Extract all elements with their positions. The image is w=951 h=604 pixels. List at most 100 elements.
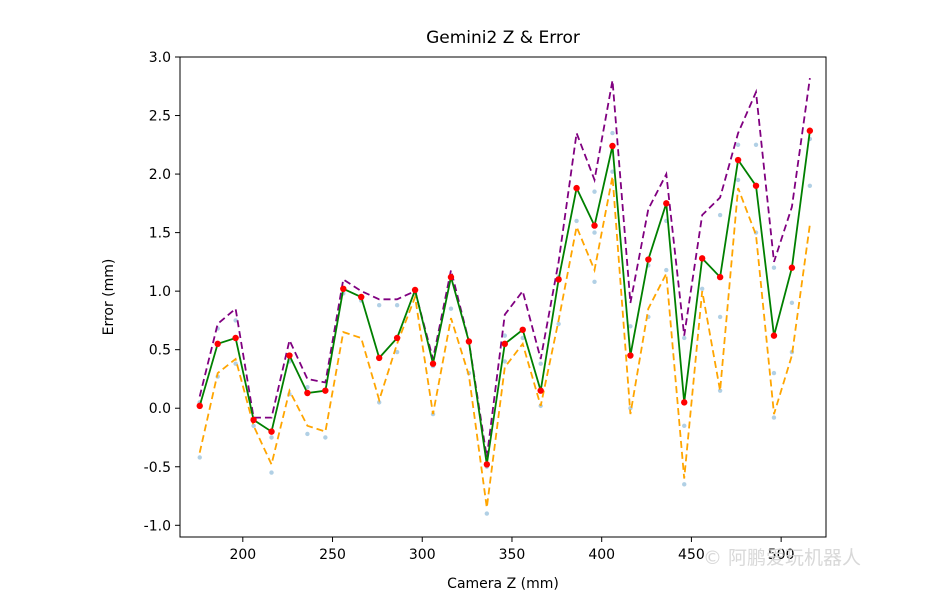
mean-marker-8 <box>340 285 347 293</box>
scatter-point-36 <box>574 218 579 224</box>
scatter-point-8 <box>269 435 274 440</box>
scatter-point-12 <box>305 384 310 390</box>
mean-marker-23 <box>609 142 616 150</box>
scatter-point-31 <box>520 335 525 341</box>
mean-marker-7 <box>322 387 329 394</box>
scatter-point-27 <box>484 511 490 516</box>
scatter-point-63 <box>771 265 777 270</box>
scatter-point-29 <box>502 359 507 364</box>
mean-marker-16 <box>483 461 491 468</box>
mean-marker-29 <box>716 273 724 281</box>
series-line-lower <box>198 176 811 508</box>
mean-marker-10 <box>375 354 383 362</box>
mean-marker-6 <box>304 389 311 397</box>
scatter-point-55 <box>717 314 723 320</box>
mean-marker-12 <box>411 286 419 294</box>
y-tick-label-1.5: 1.5 <box>149 226 171 242</box>
y-axis-label: Error (mm) <box>101 259 117 336</box>
scatter-point-61 <box>771 415 777 420</box>
mean-marker-21 <box>573 184 580 192</box>
scatter-point-51 <box>682 335 687 341</box>
mean-marker-28 <box>698 255 706 262</box>
mean-marker-18 <box>519 326 526 333</box>
scatter-point-66 <box>807 183 813 188</box>
mean-marker-4 <box>268 428 275 435</box>
mean-marker-15 <box>465 338 473 345</box>
mean-marker-13 <box>429 360 437 367</box>
x-tick-label-200: 200 <box>229 547 256 563</box>
scatter-point-34 <box>556 321 561 327</box>
mean-marker-30 <box>734 156 742 164</box>
y-tick-label-2.5: 2.5 <box>149 109 171 125</box>
x-tick-label-450: 450 <box>678 547 705 563</box>
scatter-point-50 <box>682 423 687 428</box>
x-tick-label-350: 350 <box>499 547 526 563</box>
scatter-point-40 <box>592 189 597 194</box>
mean-marker-26 <box>663 200 670 207</box>
scatter-point-30 <box>502 333 507 338</box>
y-tick-label--1: -1.0 <box>144 518 171 534</box>
scatter-point-13 <box>323 435 328 440</box>
y-tick-label-3: 3.0 <box>149 50 171 66</box>
scatter-point-19 <box>394 349 400 355</box>
scatter-point-39 <box>592 230 597 235</box>
y-tick-label-2: 2.0 <box>149 167 171 183</box>
scatter-point-18 <box>376 302 382 308</box>
mean-marker-22 <box>591 222 598 229</box>
mean-marker-20 <box>555 276 562 283</box>
scatter-point-38 <box>592 279 597 284</box>
scatter-point-58 <box>735 142 741 148</box>
mean-marker-11 <box>393 334 401 342</box>
scatter-point-60 <box>753 142 759 148</box>
mean-marker-34 <box>806 127 814 134</box>
mean-marker-17 <box>501 340 508 348</box>
scatter-point-0 <box>197 455 202 460</box>
mean-marker-1 <box>214 340 221 348</box>
axes-frame <box>179 56 827 538</box>
scatter-point-4 <box>233 318 238 323</box>
scatter-point-42 <box>610 130 615 136</box>
chart-title: Gemini2 Z & Error <box>426 28 580 48</box>
x-tick-label-300: 300 <box>409 547 436 563</box>
scatter-point-20 <box>394 302 400 308</box>
scatter-point-41 <box>610 169 615 174</box>
scatter-point-57 <box>735 177 741 183</box>
scatter-point-7 <box>269 470 274 475</box>
mean-marker-0 <box>196 402 203 410</box>
series-line-mean <box>198 130 811 465</box>
axis-ticks: 200 250 300 350 400 450 500 -1.0 -0.5 0.0 0.5 1.0 1.… <box>144 50 795 563</box>
mean-marker-27 <box>681 399 688 406</box>
series-line-upper <box>198 77 811 458</box>
mean-marker-2 <box>232 334 239 342</box>
scatter-point-11 <box>305 431 310 437</box>
scatter-point-62 <box>771 370 777 376</box>
scatter-point-24 <box>448 306 454 311</box>
mean-marker-24 <box>627 352 634 359</box>
mean-marker-9 <box>358 293 365 301</box>
watermark: © 阿鹏爱玩机器人 <box>703 547 862 569</box>
y-tick-label-0: 0.0 <box>149 401 171 417</box>
mean-marker-3 <box>250 416 257 424</box>
mean-marker-31 <box>752 182 760 189</box>
mean-marker-5 <box>286 352 293 359</box>
scatter-point-33 <box>538 361 543 366</box>
mean-marker-32 <box>770 332 778 339</box>
plot-area <box>196 77 814 516</box>
scatter-point-47 <box>664 267 669 273</box>
y-tick-label-0.5: 0.5 <box>149 343 171 359</box>
scatter-point-6 <box>251 423 256 428</box>
x-tick-label-400: 400 <box>588 547 615 563</box>
mean-marker-19 <box>537 387 544 394</box>
scatter-point-56 <box>717 212 723 218</box>
x-tick-label-250: 250 <box>319 547 346 563</box>
x-tick-label-500: 500 <box>768 547 795 563</box>
scatter-point-49 <box>682 482 687 487</box>
mean-marker-25 <box>645 256 652 263</box>
y-tick-label-1: 1.0 <box>149 284 171 300</box>
mean-marker-33 <box>788 264 796 271</box>
scatter-point-44 <box>628 324 633 329</box>
scatter-point-52 <box>699 286 705 292</box>
scatter-point-65 <box>789 300 795 306</box>
y-tick-label--0.5: -0.5 <box>144 460 171 476</box>
